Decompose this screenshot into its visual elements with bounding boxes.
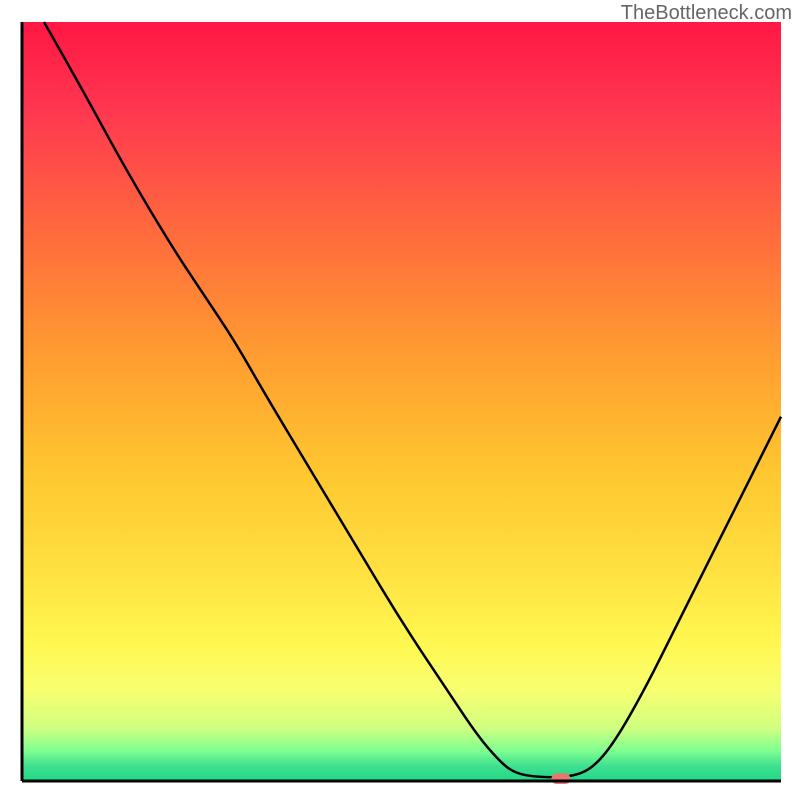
watermark-text: TheBottleneck.com <box>621 2 792 25</box>
gradient-background <box>22 22 781 781</box>
bottleneck-chart <box>0 0 800 800</box>
chart-svg <box>0 0 800 800</box>
